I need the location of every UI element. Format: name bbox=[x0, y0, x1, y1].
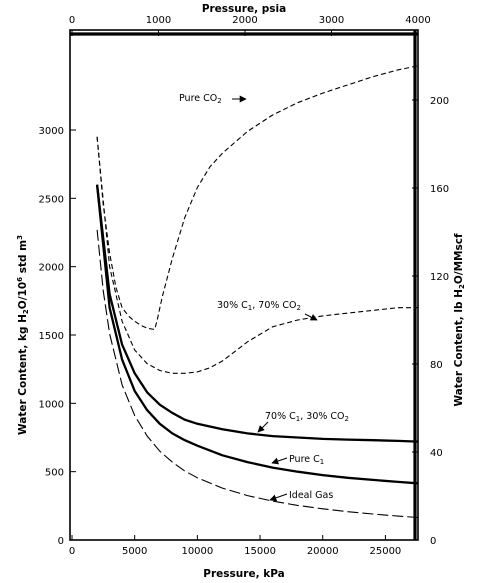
y-tick-label: 2000 bbox=[39, 263, 64, 274]
annotation-arrow bbox=[269, 493, 288, 502]
annotation-label: Pure CO2 bbox=[179, 93, 222, 105]
y-tick-label: 500 bbox=[45, 468, 64, 479]
y-tick-label: 1000 bbox=[39, 399, 64, 410]
annotation-arrow bbox=[257, 421, 269, 433]
annotation-70c1-30co2: 70% C1, 30% CO2 bbox=[257, 411, 349, 433]
y2-tick-label: 40 bbox=[430, 448, 443, 459]
annotation-label: Pure C1 bbox=[289, 454, 324, 466]
y2-tick-label: 80 bbox=[430, 360, 443, 371]
annotation-pure-co2: Pure CO2 bbox=[179, 93, 247, 105]
x2-tick-label: 2000 bbox=[232, 15, 257, 26]
x-tick-label: 20000 bbox=[307, 546, 339, 557]
x-tick-label: 25000 bbox=[369, 546, 401, 557]
series-line-ideal-gas bbox=[96, 229, 419, 519]
plot-border bbox=[69, 29, 419, 541]
x2-tick-label: 1000 bbox=[146, 15, 171, 26]
y-tick-label: 0 bbox=[58, 536, 64, 547]
y2-tick-label: 0 bbox=[430, 536, 436, 547]
plot-frame bbox=[69, 29, 419, 541]
x-tick-label: 10000 bbox=[181, 546, 213, 557]
x2-tick-label: 0 bbox=[69, 15, 75, 26]
x2-tick-label: 3000 bbox=[319, 15, 344, 26]
x-tick-label: 5000 bbox=[122, 546, 147, 557]
series-line-30-c1-70-co2 bbox=[96, 136, 418, 374]
x2-axis-title: Pressure, psia bbox=[202, 3, 286, 15]
annotation-label: Ideal Gas bbox=[289, 490, 333, 501]
y-tick-label: 1500 bbox=[39, 331, 64, 342]
x-tick-label: 0 bbox=[69, 546, 75, 557]
annotation-label: 30% C1, 70% CO2 bbox=[217, 300, 301, 312]
y-tick-label: 2500 bbox=[39, 194, 64, 205]
annotation-arrow bbox=[304, 313, 318, 321]
y-tick-label: 3000 bbox=[39, 126, 64, 137]
annotation-30c1-70co2: 30% C1, 70% CO2 bbox=[217, 300, 318, 321]
y2-tick-label: 160 bbox=[430, 184, 449, 195]
x-axis-title: Pressure, kPa bbox=[203, 568, 284, 580]
y2-tick-label: 120 bbox=[430, 272, 449, 283]
series-line-pure-co2 bbox=[96, 65, 419, 331]
annotation-pure-c1: Pure C1 bbox=[271, 454, 324, 466]
annotation-ideal-gas: Ideal Gas bbox=[269, 490, 333, 502]
annotation-label: 70% C1, 30% CO2 bbox=[265, 411, 349, 423]
y2-axis-title: Water Content, lb H2O/MMscf bbox=[453, 233, 466, 407]
y2-tick-label: 200 bbox=[430, 96, 449, 107]
annotation-arrow bbox=[271, 457, 288, 465]
series-line-70-c1-30-co2 bbox=[95, 184, 419, 443]
x-tick-label: 15000 bbox=[244, 546, 276, 557]
y-axis-title: Water Content, kg H2O/106 std m3 bbox=[16, 235, 30, 435]
x2-tick-label: 4000 bbox=[405, 15, 430, 26]
series-curves bbox=[95, 65, 419, 519]
series-line-pure-c1 bbox=[95, 184, 419, 485]
